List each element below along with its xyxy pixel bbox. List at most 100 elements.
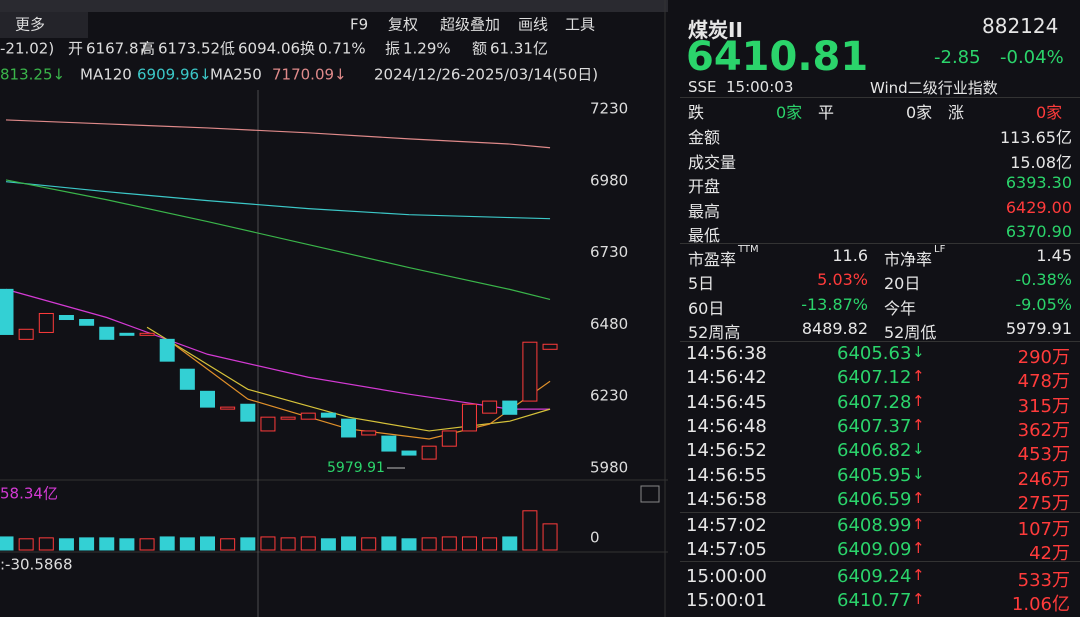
- volume-bar: [502, 536, 518, 551]
- quote-label: 额: [472, 40, 487, 58]
- tick-arrow: ↑: [912, 590, 925, 608]
- candle-body: [341, 418, 357, 438]
- perf-value: 5.03%: [817, 270, 868, 289]
- tick-time: 14:56:55: [686, 464, 767, 486]
- volume-bar: [200, 536, 215, 551]
- y-tick-label: 7230: [590, 100, 628, 118]
- tick-arrow: ↑: [912, 367, 925, 386]
- tick-price: 6407.12: [837, 367, 912, 389]
- tick-arrow: ↑: [912, 565, 925, 584]
- tick-volume: 107万: [1017, 519, 1070, 541]
- candle-body: [139, 332, 155, 336]
- perf-label: 20日: [884, 274, 921, 293]
- candle-body: [0, 288, 14, 335]
- tick-volume: 275万: [1017, 492, 1070, 514]
- candle-body: [119, 332, 135, 336]
- tick-volume: 1.06亿: [1011, 594, 1070, 615]
- quote-label: 振: [385, 40, 400, 58]
- tick-arrow: ↓: [912, 343, 925, 361]
- stat-value: 6429.00: [1005, 197, 1072, 217]
- candle-body: [159, 338, 175, 362]
- perf-value: 8489.82: [801, 319, 868, 338]
- candle-body: [381, 435, 397, 452]
- candle-body: [99, 326, 115, 340]
- tick-time: 14:56:52: [686, 440, 767, 462]
- volume-bar: [320, 538, 336, 551]
- volume-bar: [482, 537, 498, 551]
- volume-bar: [159, 536, 175, 551]
- volume-bar: [361, 537, 377, 551]
- breadth-value: 0家: [1036, 103, 1063, 122]
- tick-arrow: ↓: [912, 464, 925, 483]
- tick-time: 14:56:45: [686, 391, 767, 413]
- tick-volume: 453万: [1017, 444, 1070, 466]
- volume-bar: [461, 536, 477, 551]
- volume-bar: [58, 538, 74, 551]
- exchange: SSE: [688, 78, 717, 96]
- ma-line: [146, 326, 551, 432]
- tick-time: 14:57:02: [686, 515, 767, 537]
- perf-label: 52周高: [688, 323, 741, 342]
- candle-body: [320, 412, 336, 418]
- top-strip: [0, 0, 668, 12]
- ma-line: [166, 338, 551, 440]
- ratio-label: 市盈率: [688, 250, 737, 269]
- tool-button[interactable]: 工具: [565, 16, 595, 34]
- tick-volume: 42万: [1029, 543, 1070, 565]
- candle-body: [300, 412, 316, 420]
- tick-price: 6405.95: [837, 464, 912, 486]
- tick-price: 6410.77: [837, 590, 912, 611]
- candle-body: [401, 450, 417, 456]
- volume-bar: [341, 536, 357, 551]
- tick-volume: 533万: [1017, 569, 1070, 591]
- candle-body: [38, 312, 54, 333]
- perf-value: -0.38%: [1015, 270, 1072, 289]
- tick-time: 14:57:05: [686, 539, 767, 561]
- ratio-value: 11.6: [832, 246, 868, 265]
- close-button[interactable]: [640, 485, 660, 503]
- quote-value: 6167.87: [86, 40, 148, 58]
- perf-value: 5979.91: [1005, 319, 1072, 338]
- tool-button[interactable]: F9: [350, 16, 368, 34]
- separator: [680, 341, 1080, 342]
- volume-bar: [421, 537, 437, 551]
- perf-label: 60日: [688, 298, 725, 318]
- ratio-sup: TTM: [738, 244, 759, 255]
- breadth-value: 0家: [776, 103, 803, 122]
- y-tick-label: 6230: [590, 387, 628, 405]
- tick-time: 14:56:58: [686, 488, 767, 510]
- separator: [680, 97, 1080, 98]
- change: -2.85: [934, 47, 981, 68]
- volume-bar: [139, 538, 155, 551]
- low-label: 5979.91: [327, 460, 385, 476]
- range[interactable]: 2024/12/26-2025/03/14(50日): [374, 66, 598, 84]
- volume-zero: 0: [590, 529, 600, 547]
- quote-label: 低: [220, 40, 235, 58]
- candle-body: [461, 403, 477, 432]
- candle-body: [441, 430, 457, 447]
- candle-body: [522, 341, 538, 402]
- candle-body: [260, 416, 276, 432]
- candle-body: [200, 390, 215, 408]
- tool-button[interactable]: 画线: [518, 16, 548, 34]
- stat-value: 6370.90: [1005, 222, 1072, 241]
- quote-value: 1.29%: [403, 40, 451, 58]
- volume-bar: [401, 538, 417, 551]
- candle-body: [361, 430, 377, 436]
- y-tick-label: 6480: [590, 315, 628, 333]
- perf-label: 5日: [688, 274, 715, 293]
- ma-line: [5, 179, 551, 300]
- candle-body: [482, 400, 498, 414]
- breadth-label: 涨: [948, 103, 965, 122]
- tick-time: 15:00:00: [686, 565, 767, 587]
- volume-bar: [240, 537, 256, 551]
- volume-bar: [0, 536, 14, 551]
- menu[interactable]: 更多: [15, 16, 45, 34]
- tool-button[interactable]: 超级叠加: [440, 16, 500, 34]
- tick-volume: 246万: [1017, 468, 1070, 490]
- volume-bar: [79, 537, 95, 551]
- tool-button[interactable]: 复权: [388, 16, 418, 34]
- breadth-label: 跌: [688, 103, 705, 122]
- tick-price: 6409.09: [837, 539, 912, 561]
